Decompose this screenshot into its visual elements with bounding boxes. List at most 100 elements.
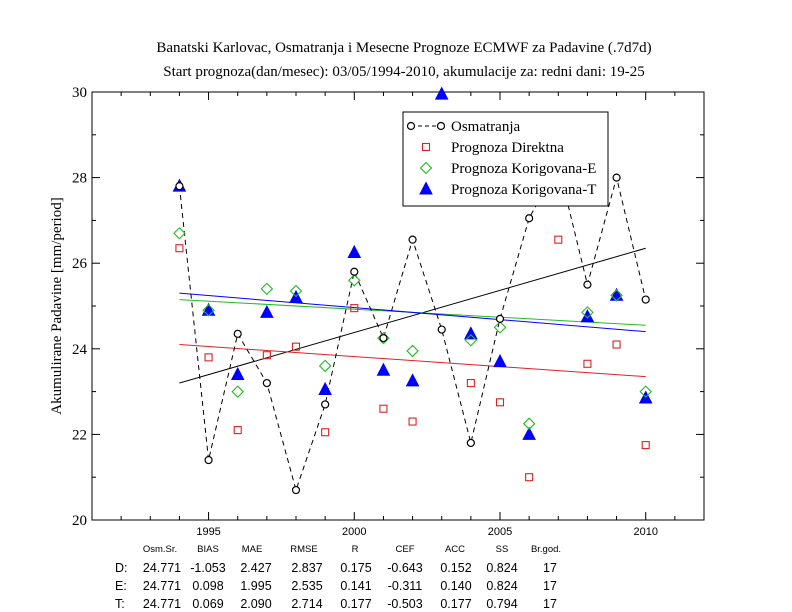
chart-title: Banatski Karlovac, Osmatranja i Mesecne … (156, 40, 651, 56)
data-point (419, 181, 433, 195)
data-point (580, 309, 595, 323)
data-point (262, 351, 271, 360)
stats-header: BIAS (197, 544, 219, 555)
data-point (408, 235, 417, 244)
stats-cell: 2.714 (291, 597, 322, 611)
y-tick-label: 22 (72, 427, 87, 443)
x-tick-label: 2000 (342, 526, 366, 538)
data-point (493, 321, 507, 334)
data-point (522, 426, 536, 440)
stats-cell: 0.069 (192, 597, 223, 611)
data-point (525, 473, 534, 482)
stats-cell: -1.053 (190, 561, 225, 575)
x-tick-label: 2005 (488, 526, 512, 538)
data-point (231, 385, 244, 398)
data-point (291, 342, 301, 351)
data-point (495, 314, 505, 323)
legend-label: Osmatranja (451, 119, 520, 135)
stats-header: ACC (445, 544, 465, 555)
stats-cell: 0.794 (486, 597, 517, 611)
data-point (204, 455, 213, 465)
stats-cell: 0.175 (340, 561, 371, 575)
data-point (466, 438, 475, 448)
data-point (522, 417, 536, 430)
data-point (612, 340, 621, 349)
trend-lines (179, 247, 646, 384)
data-point (230, 366, 245, 380)
stats-cell: 0.141 (340, 579, 371, 593)
data-point (318, 359, 332, 373)
stats-row-label: E: (115, 579, 127, 593)
stats-cell: 0.152 (440, 561, 471, 575)
data-point (464, 326, 478, 340)
data-point (175, 182, 184, 191)
data-point (321, 400, 330, 409)
data-point (581, 306, 594, 319)
stats-cell: -0.311 (388, 579, 423, 593)
stats-cell: -0.503 (387, 597, 422, 611)
data-point (408, 417, 417, 426)
y-tick-label: 26 (72, 256, 88, 272)
stats-cell: 2.090 (240, 597, 271, 611)
data-point (289, 284, 303, 298)
stats-header: Osm.Sr. (143, 544, 177, 555)
stats-cell: 0.177 (340, 597, 371, 611)
y-axis-title: Akumulirane Padavine [mm/period] (49, 197, 65, 414)
legend-label: Prognoza Korigovana-T (451, 182, 596, 198)
stats-cell: 24.771 (143, 579, 181, 593)
chart-subtitle: Start prognoza(dan/mesec): 03/05/1994-20… (163, 64, 645, 80)
data-point (173, 226, 186, 240)
data-point (437, 325, 446, 334)
trend-line-1 (179, 247, 646, 384)
x-tick-label: 2010 (633, 526, 657, 538)
stats-cell: 2.535 (291, 579, 322, 593)
stats-cell: 17 (543, 561, 557, 575)
stats-cell: 24.771 (143, 561, 181, 575)
data-point (493, 354, 507, 368)
data-point (233, 329, 242, 338)
stats-cell: 2.837 (291, 561, 322, 575)
data-point (260, 304, 274, 318)
stats-cell: 17 (543, 579, 557, 593)
legend-label: Prognoza Direktna (451, 140, 564, 156)
data-point (436, 121, 446, 131)
data-point (419, 161, 433, 175)
stats-cell: 0.140 (440, 579, 471, 593)
data-point (495, 398, 505, 407)
plot-frame (91, 91, 705, 521)
stats-row-label: T: (115, 597, 125, 611)
y-tick-label: 20 (72, 513, 87, 529)
data-point (350, 267, 359, 276)
data-point (379, 334, 388, 343)
data-point (233, 426, 242, 435)
y-tick-label: 30 (72, 85, 87, 101)
data-point (612, 173, 621, 182)
data-point (583, 359, 592, 368)
data-point (175, 244, 184, 253)
stats-row-label: D: (115, 561, 128, 575)
trend-line-2 (179, 344, 646, 378)
data-point (641, 295, 650, 304)
stats-cell: 17 (543, 597, 557, 611)
data-point (202, 304, 215, 317)
stats-cell: 2.427 (240, 561, 271, 575)
data-point (421, 142, 431, 152)
stats-cell: 1.995 (240, 579, 271, 593)
stats-cell: -0.643 (387, 561, 422, 575)
y-tick-label: 28 (72, 171, 87, 187)
data-point (260, 282, 274, 296)
stats-cell: 0.824 (486, 561, 517, 575)
data-marks (172, 86, 653, 495)
data-point (405, 373, 420, 387)
data-point (525, 214, 534, 223)
axis-ticks: 20 22 24 26 28 30 1995 2000 2005 2010 (72, 85, 704, 538)
data-point (291, 485, 301, 495)
data-point (379, 404, 388, 413)
stats-header: R (352, 544, 359, 555)
data-point (406, 344, 419, 358)
data-point (204, 353, 213, 362)
stats-cell: 24.771 (143, 597, 181, 611)
data-point (406, 121, 416, 131)
statistics-table: Osm.Sr. BIAS MAE RMSE R CEF ACC SS Br.god. D: 24.7… (115, 544, 561, 611)
data-point (464, 333, 478, 347)
